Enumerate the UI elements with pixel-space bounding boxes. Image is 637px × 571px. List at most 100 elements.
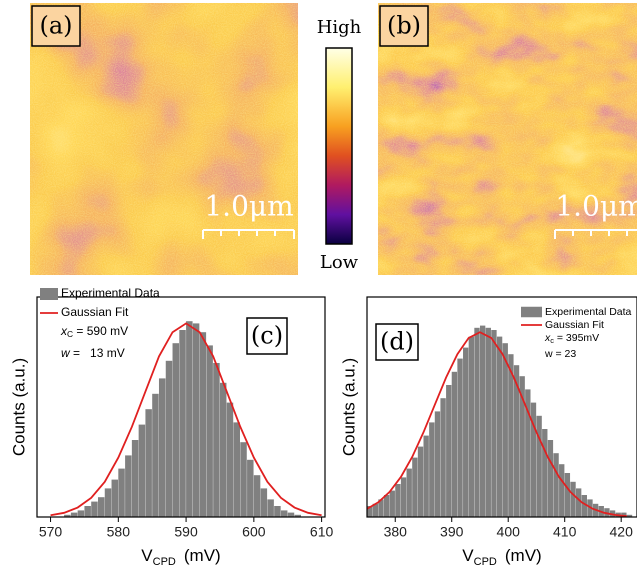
histogram-bar — [559, 464, 565, 517]
histogram-bar — [575, 488, 582, 517]
histogram-bar — [468, 336, 475, 517]
histogram-bar — [131, 440, 139, 517]
histogram-bar — [496, 336, 503, 517]
annotation: xc = 395mV — [544, 332, 599, 345]
histogram-bar — [226, 402, 234, 517]
histogram-bar — [519, 376, 525, 517]
histogram-bar — [530, 402, 537, 517]
x-label-main: V — [141, 546, 153, 565]
histogram-bar — [152, 393, 159, 517]
colorbar-high: High — [317, 17, 362, 38]
x-tick-label: 410 — [553, 524, 577, 540]
histogram-bar — [145, 409, 152, 517]
histogram-bar — [412, 457, 418, 517]
legend-label: Gaussian Fit — [61, 305, 129, 319]
axes-frame — [36, 296, 326, 518]
histogram-bar — [457, 358, 463, 517]
histogram-bar — [547, 440, 554, 517]
x-axis-label: VCPD (mV) — [462, 546, 541, 567]
histogram-bar — [64, 514, 71, 517]
legend-label: Gaussian Fit — [545, 319, 604, 331]
x-label-sub: CPD — [153, 556, 176, 568]
histogram-bar — [378, 499, 384, 517]
panel-label-box — [379, 5, 429, 47]
legend-label: Experimental Data — [61, 286, 160, 300]
histogram-bar — [400, 477, 407, 517]
histogram-bar — [451, 371, 458, 517]
image-b: (b) 1.0μm — [378, 3, 637, 275]
annotation: w = 13 mV — [61, 346, 125, 360]
histogram-bar — [626, 514, 633, 517]
histogram-bar — [525, 389, 531, 517]
x-tick-label: 600 — [242, 524, 266, 540]
x-label-main: V — [462, 546, 474, 565]
histogram-bar — [542, 429, 548, 517]
histogram-bar — [233, 422, 240, 517]
histogram-bar — [423, 435, 429, 517]
plot-area — [367, 325, 633, 517]
histogram-bar — [570, 481, 576, 517]
histogram-bar — [77, 510, 85, 517]
histogram-bar — [491, 330, 497, 517]
histogram-bar — [383, 495, 390, 517]
plot-area — [50, 321, 322, 517]
legend-swatch — [521, 306, 542, 318]
histogram-bar — [219, 382, 227, 517]
histogram-bar — [125, 455, 132, 517]
annotation-symbol: w — [61, 346, 71, 360]
panel-label: (d) — [380, 328, 414, 356]
histogram-bar — [395, 484, 401, 517]
annotation-rest: = 590 mV — [73, 324, 128, 338]
colorbar-gradient — [325, 47, 353, 245]
histogram-bar — [253, 475, 261, 517]
histogram-bar — [84, 506, 91, 517]
histogram-bar — [104, 488, 112, 517]
histogram-bar — [91, 501, 98, 517]
histogram-bar — [97, 497, 105, 517]
legend-label: Experimental Data — [545, 306, 632, 318]
annotation-sub: C — [67, 329, 73, 339]
histogram-bar — [502, 343, 508, 517]
histogram-bar — [172, 343, 180, 517]
histogram-bar — [479, 325, 486, 517]
histogram-bar — [267, 499, 274, 517]
x-axis-label: VCPD (mV) — [141, 546, 220, 567]
legend-swatch — [40, 288, 58, 300]
histogram-bar — [367, 506, 373, 517]
histogram-bar — [389, 490, 395, 517]
annotation: w = 23 — [544, 348, 576, 360]
histogram-bar — [553, 453, 559, 517]
histogram-bar — [508, 354, 514, 517]
scale-bar-label: 1.0μm — [204, 190, 293, 223]
annotation-sub: c — [550, 336, 554, 345]
histogram-bar — [372, 503, 378, 517]
x-label-unit: (mV) — [184, 546, 221, 565]
histogram-bar — [474, 327, 480, 517]
x-tick-label: 420 — [610, 524, 634, 540]
histogram-bar — [417, 446, 424, 517]
histogram-bar — [440, 398, 446, 517]
annotation-symbol: x — [60, 324, 68, 338]
panel-label: (a) — [39, 12, 72, 40]
histogram-bar — [294, 514, 301, 517]
histogram-bar — [280, 510, 288, 517]
scale-bar — [554, 229, 637, 239]
panel-label-box — [375, 323, 419, 361]
histogram-bar — [70, 512, 78, 517]
histogram-bar — [165, 360, 173, 517]
annotation-rest: = 395mV — [554, 332, 599, 344]
histogram-bar — [485, 327, 491, 517]
histogram-bar — [287, 512, 295, 517]
histogram-bar — [274, 506, 281, 517]
x-label-sub: CPD — [474, 556, 497, 568]
histogram-bar — [206, 345, 213, 517]
histogram-bar — [158, 378, 166, 517]
histogram-bar — [406, 468, 412, 517]
histogram-bar — [463, 347, 469, 517]
panel-label: (b) — [387, 12, 421, 40]
histogram-bar — [621, 512, 627, 517]
histogram-bar — [429, 422, 435, 517]
annotation: xC = 590 mV — [60, 324, 128, 339]
annotation-symbol: w = 23 — [544, 348, 576, 360]
